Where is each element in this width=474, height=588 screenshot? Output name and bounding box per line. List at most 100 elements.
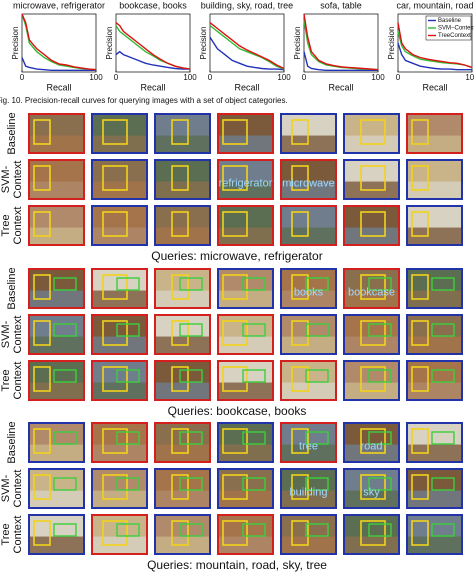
detection-box bbox=[411, 165, 429, 191]
thumbnail-border bbox=[406, 422, 463, 463]
detection-box bbox=[222, 428, 248, 454]
detection-box bbox=[53, 477, 77, 491]
detection-box bbox=[291, 165, 309, 191]
detection-box bbox=[411, 274, 429, 300]
thumbnail-region bbox=[407, 181, 462, 199]
row-label: Context bbox=[12, 207, 24, 245]
thumbnail-border bbox=[217, 314, 274, 355]
x-tick-label: 100 bbox=[465, 73, 474, 82]
thumbnail-border bbox=[154, 514, 211, 555]
thumbnail-region bbox=[407, 290, 462, 308]
thumbnail-region bbox=[407, 444, 462, 462]
figure-caption: Fig. 10. Precision-recall curves for que… bbox=[0, 96, 288, 105]
thumbnail-border bbox=[28, 159, 85, 200]
row-label: Context bbox=[12, 161, 24, 199]
query-caption: Queries: bookcase, books bbox=[168, 404, 307, 418]
thumbnail-border bbox=[154, 360, 211, 401]
x-axis-label: Recall bbox=[46, 82, 71, 92]
thumbnail-border bbox=[406, 468, 463, 509]
detection-box bbox=[411, 474, 429, 500]
thumbnail-border bbox=[154, 159, 211, 200]
thumbnail-region bbox=[407, 382, 462, 400]
thumbnail-border bbox=[154, 268, 211, 309]
plot-frame bbox=[303, 13, 379, 73]
thumbnail-region bbox=[407, 336, 462, 354]
detection-box bbox=[116, 477, 140, 491]
row-label: Tree bbox=[0, 523, 12, 545]
detection-box bbox=[291, 474, 309, 500]
thumbnail-region bbox=[407, 227, 462, 245]
object-tag: books bbox=[294, 286, 324, 298]
pr-curve bbox=[21, 13, 97, 71]
row-label: SVM- bbox=[0, 320, 12, 348]
detection-box bbox=[116, 323, 140, 337]
thumbnail-border bbox=[28, 268, 85, 309]
thumbnail-border bbox=[91, 205, 148, 246]
detection-box bbox=[53, 323, 77, 337]
row-label: Baseline bbox=[6, 421, 18, 463]
detection-box bbox=[368, 369, 392, 383]
detection-box bbox=[291, 320, 309, 346]
detection-box bbox=[171, 165, 189, 191]
detection-box bbox=[53, 523, 77, 537]
detection-box bbox=[242, 431, 266, 445]
row-label: Context bbox=[12, 362, 24, 400]
thumbnail-region bbox=[407, 536, 462, 554]
thumbnail-region bbox=[29, 444, 84, 462]
thumbnail-border bbox=[217, 422, 274, 463]
detection-box bbox=[291, 520, 309, 546]
detection-box bbox=[171, 474, 189, 500]
detection-box bbox=[411, 119, 429, 145]
detection-box bbox=[305, 431, 329, 445]
chart-title: sofa, table bbox=[320, 0, 362, 10]
thumbnail-border bbox=[406, 205, 463, 246]
query-caption: Queries: mountain, road, sky, tree bbox=[147, 558, 327, 572]
x-tick-label: 0 bbox=[20, 73, 25, 82]
detection-box bbox=[179, 523, 203, 537]
chart-title: building, sky, road, tree bbox=[201, 0, 293, 10]
thumbnail-border bbox=[217, 514, 274, 555]
detection-box bbox=[291, 211, 309, 237]
detection-box bbox=[360, 165, 386, 191]
pr-curve bbox=[397, 42, 472, 71]
detection-box bbox=[33, 211, 51, 237]
detection-box bbox=[33, 520, 51, 546]
pr-curve bbox=[303, 13, 379, 71]
thumbnail-region bbox=[29, 490, 84, 508]
query-caption: Queries: microwave, refrigerator bbox=[151, 249, 322, 263]
thumbnail-border bbox=[217, 360, 274, 401]
detection-box bbox=[116, 277, 140, 291]
detection-box bbox=[222, 474, 248, 500]
thumbnail-border bbox=[28, 113, 85, 154]
x-axis-label: Recall bbox=[234, 82, 259, 92]
thumbnail-border bbox=[343, 422, 400, 463]
detection-box bbox=[242, 523, 266, 537]
thumbnail-border bbox=[217, 205, 274, 246]
detection-box bbox=[116, 523, 140, 537]
pr-curve bbox=[21, 57, 96, 71]
thumbnail-border bbox=[91, 468, 148, 509]
detection-box bbox=[222, 520, 248, 546]
detection-box bbox=[102, 428, 128, 454]
detection-box bbox=[222, 274, 248, 300]
detection-box bbox=[411, 428, 429, 454]
thumbnail-region bbox=[407, 490, 462, 508]
thumbnail-region bbox=[29, 336, 84, 354]
row-label: Baseline bbox=[6, 267, 18, 309]
row-label: Tree bbox=[0, 369, 12, 391]
row-label: SVM- bbox=[0, 474, 12, 502]
thumbnail-border bbox=[280, 159, 337, 200]
thumbnail-border bbox=[343, 159, 400, 200]
detection-box bbox=[102, 119, 128, 145]
thumbnail-border bbox=[406, 113, 463, 154]
x-tick-label: 0 bbox=[114, 73, 119, 82]
detection-box bbox=[33, 165, 51, 191]
detection-box bbox=[305, 369, 329, 383]
thumbnail-border bbox=[91, 113, 148, 154]
thumbnail-border bbox=[217, 468, 274, 509]
detection-box bbox=[102, 211, 128, 237]
x-axis-label: Recall bbox=[328, 82, 353, 92]
detection-box bbox=[368, 277, 392, 291]
thumbnail-border bbox=[91, 360, 148, 401]
x-axis-label: Recall bbox=[422, 82, 447, 92]
